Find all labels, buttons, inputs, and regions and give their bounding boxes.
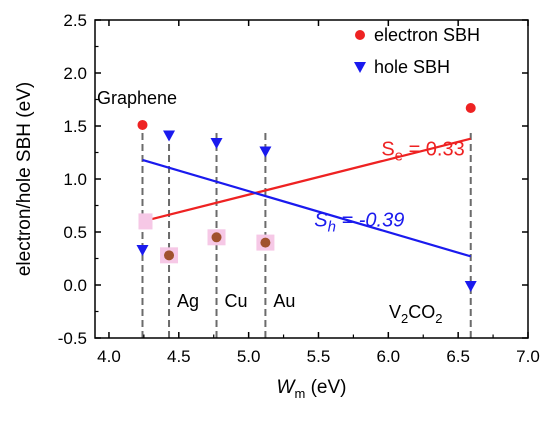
label-au: Au: [273, 291, 295, 311]
fit-line: [142, 158, 472, 258]
x-tick-label: 4.0: [97, 347, 121, 366]
label-cu: Cu: [225, 291, 248, 311]
slope-label-value: = 0.33: [403, 138, 465, 160]
label-v2co2-part: V: [389, 302, 401, 322]
electron-sbh-point: [465, 102, 476, 113]
x-axis-title-main: W: [277, 377, 297, 398]
x-tick-label: 5.5: [307, 347, 331, 366]
slope-label-value: = -0.39: [336, 209, 404, 231]
slope-label-base: S: [381, 138, 394, 160]
slope-label-base: S: [314, 209, 328, 231]
y-tick-label: 1.0: [63, 170, 87, 189]
x-tick-label: 6.0: [377, 347, 401, 366]
hole-sbh-point: [259, 146, 272, 158]
label-v2co2-sub: 2: [435, 311, 442, 326]
y-axis-title: electron/hole SBH (eV): [14, 82, 35, 276]
x-tick-label: 4.5: [167, 347, 191, 366]
label-graphene: Graphene: [97, 88, 177, 108]
axes: 4.0 4.5 5.0 5.5 6.0 6.5 7.0 -0.5 0.0 0.5 1.0 1.5 2.0…: [14, 11, 540, 401]
data-points: [136, 102, 477, 293]
y-tick-label: 1.5: [63, 117, 87, 136]
label-v2co2-part: CO: [408, 302, 435, 322]
slope-label-sub: h: [328, 218, 336, 235]
hole-sbh-point: [163, 130, 176, 142]
label-v2co2: V2CO2: [389, 302, 442, 326]
fit-line: [142, 137, 472, 223]
label-v2co2-sub: 2: [401, 311, 408, 326]
electron-sbh-point: [260, 237, 271, 248]
legend-electron-marker: [355, 30, 365, 40]
hole-sbh-point: [136, 245, 149, 257]
legend-hole-marker: [354, 62, 366, 73]
x-axis-title-unit: (eV): [305, 377, 346, 398]
x-axis-title-sub: m: [294, 386, 305, 401]
electron-sbh-point: [164, 250, 175, 261]
y-tick-label: 0.0: [63, 276, 87, 295]
y-tick-label: 0.5: [63, 223, 87, 242]
legend: electron SBH hole SBH: [354, 25, 480, 77]
x-axis-title: Wm (eV): [277, 377, 347, 401]
fit-lines: [142, 137, 472, 258]
slope-label-electron: Se = 0.33: [381, 138, 464, 164]
x-tick-label: 5.0: [237, 347, 261, 366]
electron-sbh-point: [211, 232, 222, 243]
label-ag: Ag: [177, 291, 199, 311]
slope-label-hole: Sh = -0.39: [314, 209, 404, 235]
slope-label-sub: e: [395, 147, 403, 164]
y-tick-label: -0.5: [58, 329, 87, 348]
highlight-box: [138, 213, 153, 230]
legend-hole-label: hole SBH: [374, 57, 450, 77]
hole-sbh-point: [464, 281, 477, 293]
x-tick-label: 7.0: [516, 347, 540, 366]
legend-electron-label: electron SBH: [374, 25, 480, 45]
x-tick-label: 6.5: [446, 347, 470, 366]
guide-lines: [141, 130, 472, 338]
electron-sbh-point: [137, 119, 148, 130]
y-tick-label: 2.5: [63, 11, 87, 30]
y-tick-label: 2.0: [63, 64, 87, 83]
hole-sbh-point: [210, 137, 223, 149]
